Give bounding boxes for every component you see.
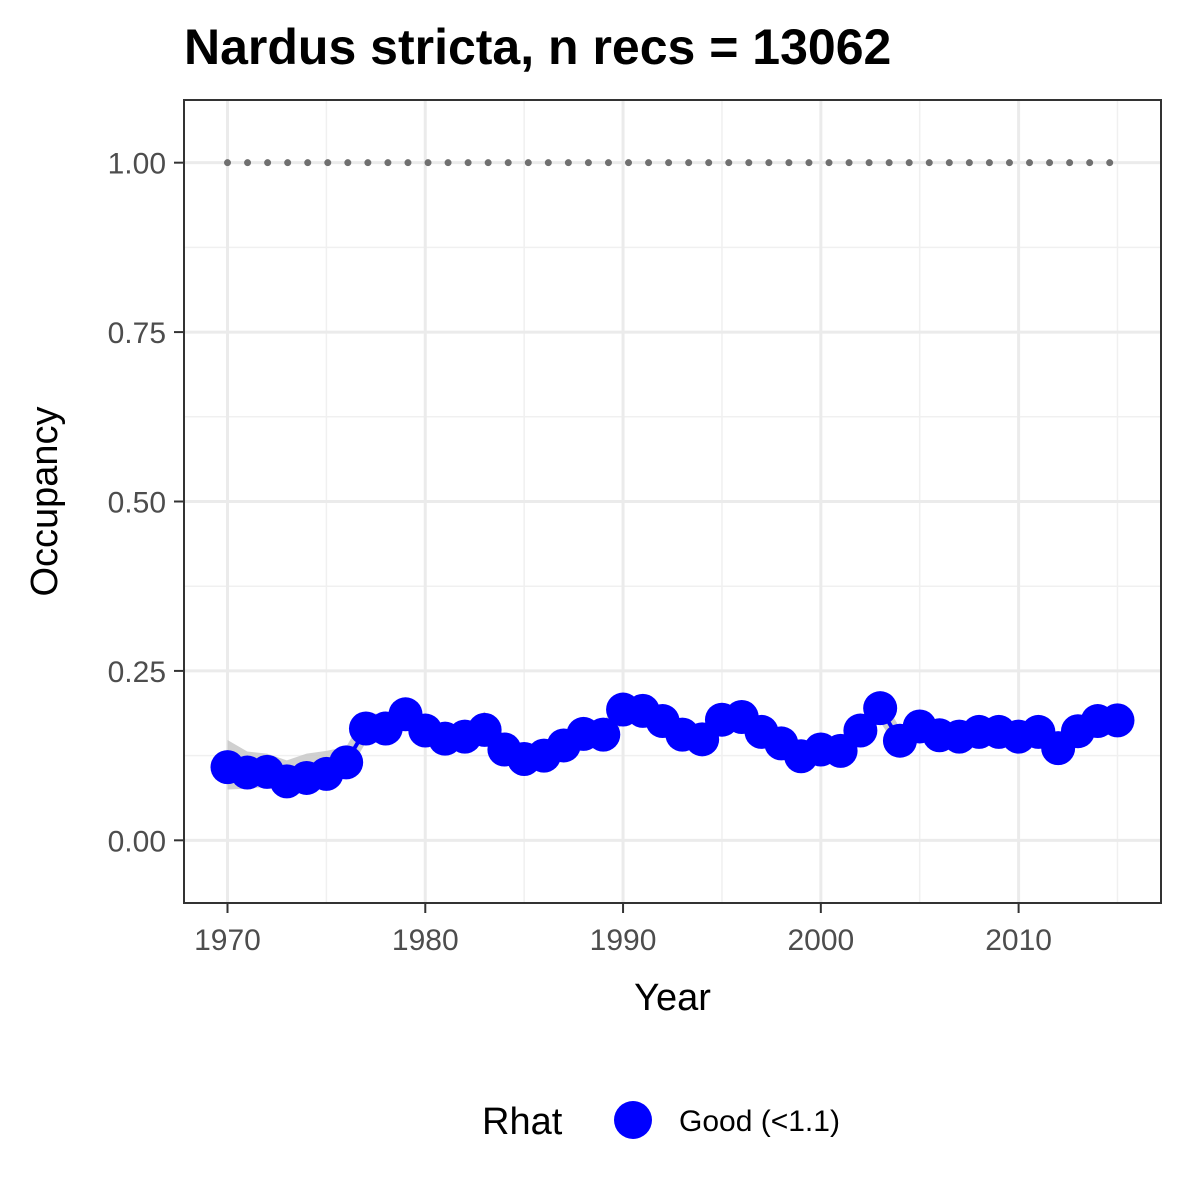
legend-key-good [614, 1101, 652, 1139]
legend: Rhat Good (<1.1) [482, 1101, 840, 1143]
y-tick-label: 0.25 [108, 656, 166, 689]
legend-title: Rhat [482, 1101, 563, 1143]
y-tick-label: 1.00 [108, 148, 166, 181]
axis-layer: 1970 1980 1990 2000 2010 0.00 0.25 0.50 0.75 1.00 [108, 148, 1052, 957]
x-axis-title: Year [634, 977, 711, 1019]
x-tick-label: 1970 [194, 924, 261, 957]
x-tick-label: 2000 [787, 924, 854, 957]
chart-title: Nardus stricta, n recs = 13062 [184, 19, 892, 75]
points-layer [210, 691, 1135, 799]
x-tick-label: 2010 [985, 924, 1052, 957]
x-tick-label: 1990 [590, 924, 657, 957]
data-point [1100, 703, 1135, 738]
x-tick-label: 1980 [392, 924, 459, 957]
y-axis-title: Occupancy [24, 406, 66, 596]
y-tick-label: 0.50 [108, 487, 166, 520]
y-tick-label: 0.00 [108, 825, 166, 858]
legend-label-good: Good (<1.1) [679, 1105, 840, 1138]
data-point [843, 713, 878, 748]
y-tick-label: 0.75 [108, 317, 166, 350]
data-point [329, 745, 364, 780]
data-point [863, 691, 898, 726]
confidence-ribbon [227, 695, 1118, 795]
ribbon-layer [227, 695, 1118, 795]
data-point [586, 717, 621, 752]
